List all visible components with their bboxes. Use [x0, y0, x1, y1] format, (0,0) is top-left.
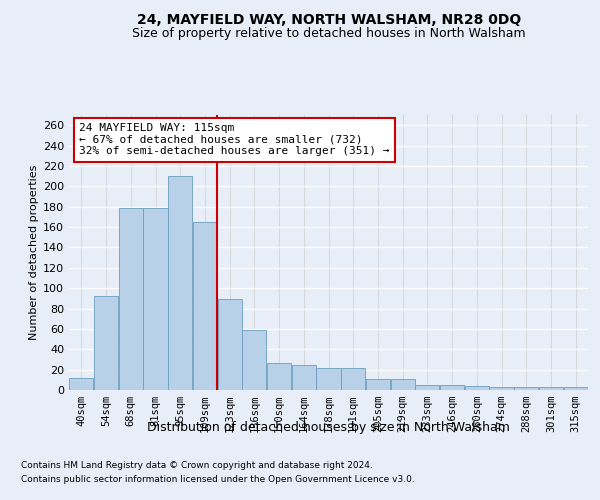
Bar [464, 386, 489, 390]
Bar [292, 364, 316, 390]
Bar [490, 387, 514, 390]
Bar [143, 208, 167, 390]
Text: Contains public sector information licensed under the Open Government Licence v3: Contains public sector information licen… [21, 474, 415, 484]
Bar [168, 176, 193, 390]
Text: 24, MAYFIELD WAY, NORTH WALSHAM, NR28 0DQ: 24, MAYFIELD WAY, NORTH WALSHAM, NR28 0D… [137, 12, 521, 26]
Bar [242, 330, 266, 390]
Bar [440, 385, 464, 390]
Bar [267, 362, 291, 390]
Text: Contains HM Land Registry data © Crown copyright and database right 2024.: Contains HM Land Registry data © Crown c… [21, 462, 373, 470]
Bar [514, 387, 538, 390]
Bar [341, 368, 365, 390]
Bar [69, 378, 94, 390]
Y-axis label: Number of detached properties: Number of detached properties [29, 165, 39, 340]
Text: Distribution of detached houses by size in North Walsham: Distribution of detached houses by size … [148, 421, 510, 434]
Bar [539, 387, 563, 390]
Bar [563, 387, 588, 390]
Bar [415, 385, 439, 390]
Bar [316, 368, 341, 390]
Bar [193, 222, 217, 390]
Text: Size of property relative to detached houses in North Walsham: Size of property relative to detached ho… [132, 28, 526, 40]
Bar [366, 379, 390, 390]
Bar [218, 300, 242, 390]
Text: 24 MAYFIELD WAY: 115sqm
← 67% of detached houses are smaller (732)
32% of semi-d: 24 MAYFIELD WAY: 115sqm ← 67% of detache… [79, 123, 390, 156]
Bar [94, 296, 118, 390]
Bar [391, 379, 415, 390]
Bar [119, 208, 143, 390]
